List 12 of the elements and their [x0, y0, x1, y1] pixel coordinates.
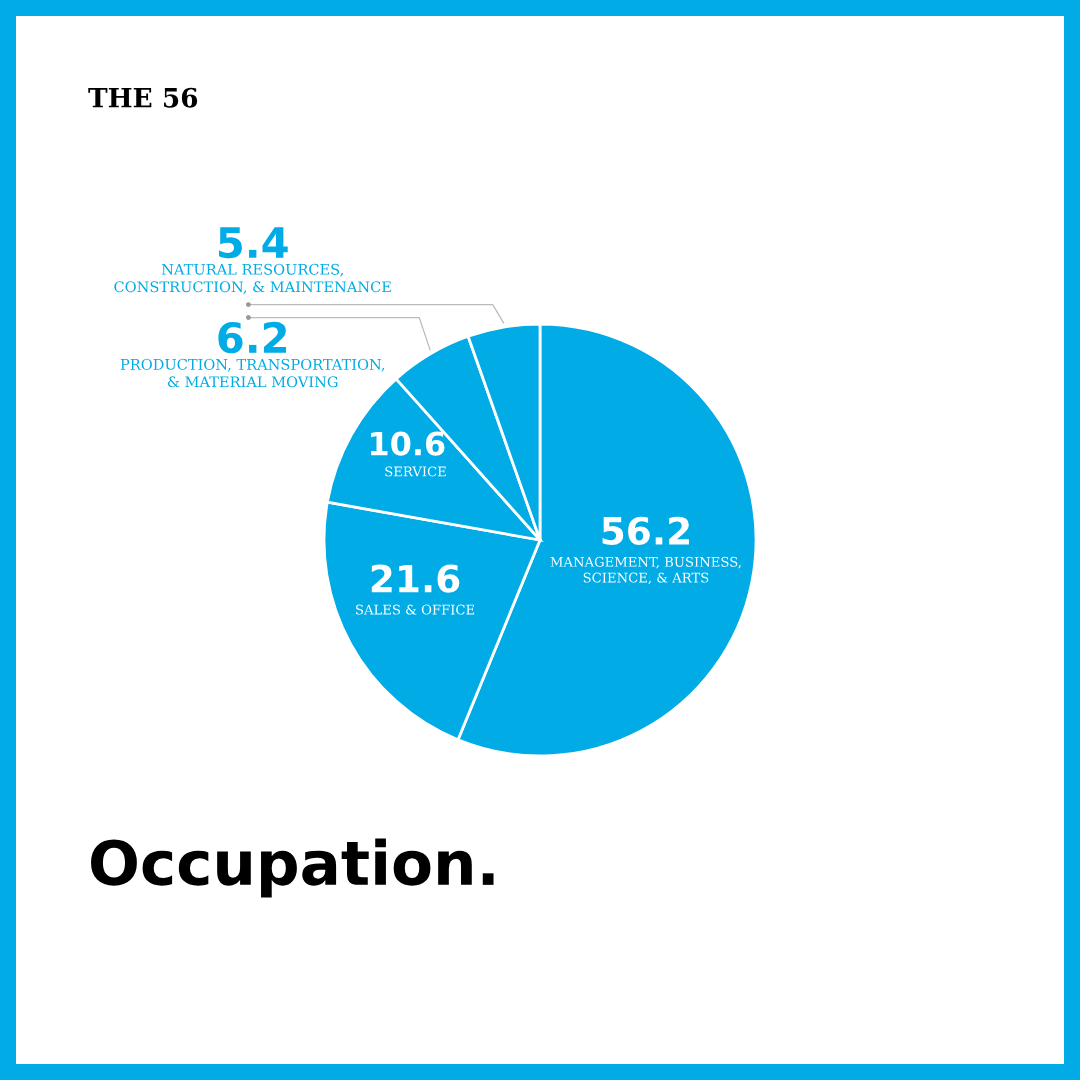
slice-label: PRODUCTION, TRANSPORTATION, & MATERIAL MOVING: [120, 358, 385, 388]
data-label: 5.4: [219, 227, 288, 259]
data-label: 6.2: [218, 321, 287, 354]
data-label: 21.6: [371, 564, 460, 593]
slice-label: SERVICE: [385, 466, 446, 477]
data-label: 10.6: [371, 431, 445, 456]
data-label: 56.2: [602, 516, 689, 545]
chart-subtitle: THE 56: [88, 87, 198, 108]
slice-label: NATURAL RESOURCES, CONSTRUCTION, & MAINTENANCE: [114, 263, 391, 295]
slice-label: SALES & OFFICE: [356, 604, 475, 615]
slice-label: MANAGEMENT, BUSINESS, SCIENCE, & ARTS: [550, 556, 741, 585]
text: Occupation.: [91, 838, 494, 898]
